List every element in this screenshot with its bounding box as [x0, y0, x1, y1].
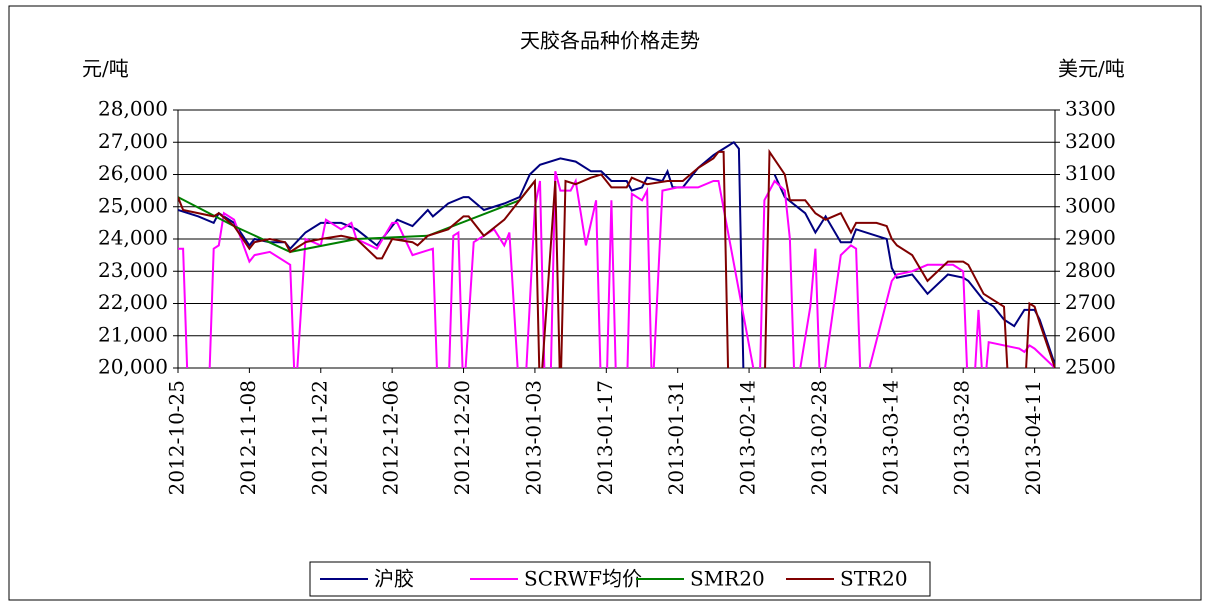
legend-label: STR20 — [840, 567, 908, 591]
series-line — [773, 174, 1055, 366]
x-tick-label: 2012-11-22 — [307, 380, 331, 495]
y2-tick-label: 2700 — [1065, 290, 1116, 314]
y2-tick-label: 3100 — [1065, 161, 1116, 185]
y2-tick-label: 3200 — [1065, 129, 1116, 153]
x-tick-label: 2013-03-28 — [950, 380, 974, 495]
y2-tick-label: 2800 — [1065, 258, 1116, 282]
x-tick-label: 2013-01-03 — [521, 380, 545, 495]
y-tick-label: 25,000 — [98, 193, 168, 217]
y-tick-label: 24,000 — [98, 226, 168, 250]
y2-tick-label: 3300 — [1065, 97, 1116, 121]
x-tick-label: 2012-11-08 — [236, 380, 260, 495]
y-tick-label: 21,000 — [98, 322, 168, 346]
legend-label: SMR20 — [690, 567, 765, 591]
chart-title: 天胶各品种价格走势 — [520, 29, 700, 53]
series-line — [178, 140, 745, 368]
x-tick-label: 2013-04-11 — [1021, 380, 1045, 495]
series-line — [178, 148, 1055, 368]
y2-tick-label: 3000 — [1065, 193, 1116, 217]
y2-tick-label: 2900 — [1065, 226, 1116, 250]
y-axis-label: 元/吨 — [82, 57, 129, 81]
y2-axis-label: 美元/吨 — [1058, 57, 1125, 81]
y-tick-label: 28,000 — [98, 97, 168, 121]
y-tick-label: 23,000 — [98, 258, 168, 282]
y2-tick-label: 2500 — [1065, 355, 1116, 379]
x-tick-label: 2013-02-28 — [807, 380, 831, 495]
legend-label: SCRWF均价 — [524, 567, 642, 591]
y-tick-label: 22,000 — [98, 290, 168, 314]
x-tick-label: 2013-02-14 — [736, 380, 760, 495]
legend-label: 沪胶 — [374, 567, 414, 591]
x-tick-label: 2013-01-17 — [593, 380, 617, 495]
y-tick-label: 20,000 — [98, 355, 168, 379]
plot-lines — [178, 140, 1055, 368]
y-tick-label: 27,000 — [98, 129, 168, 153]
x-tick-label: 2012-12-20 — [450, 380, 474, 495]
x-tick-label: 2012-12-06 — [379, 380, 403, 495]
y2-tick-label: 2600 — [1065, 322, 1116, 346]
x-tick-label: 2012-10-25 — [165, 380, 189, 495]
x-tick-label: 2013-01-31 — [664, 380, 688, 495]
series-line — [178, 171, 1055, 368]
x-tick-label: 2013-03-14 — [878, 380, 902, 495]
y-tick-label: 26,000 — [98, 161, 168, 185]
